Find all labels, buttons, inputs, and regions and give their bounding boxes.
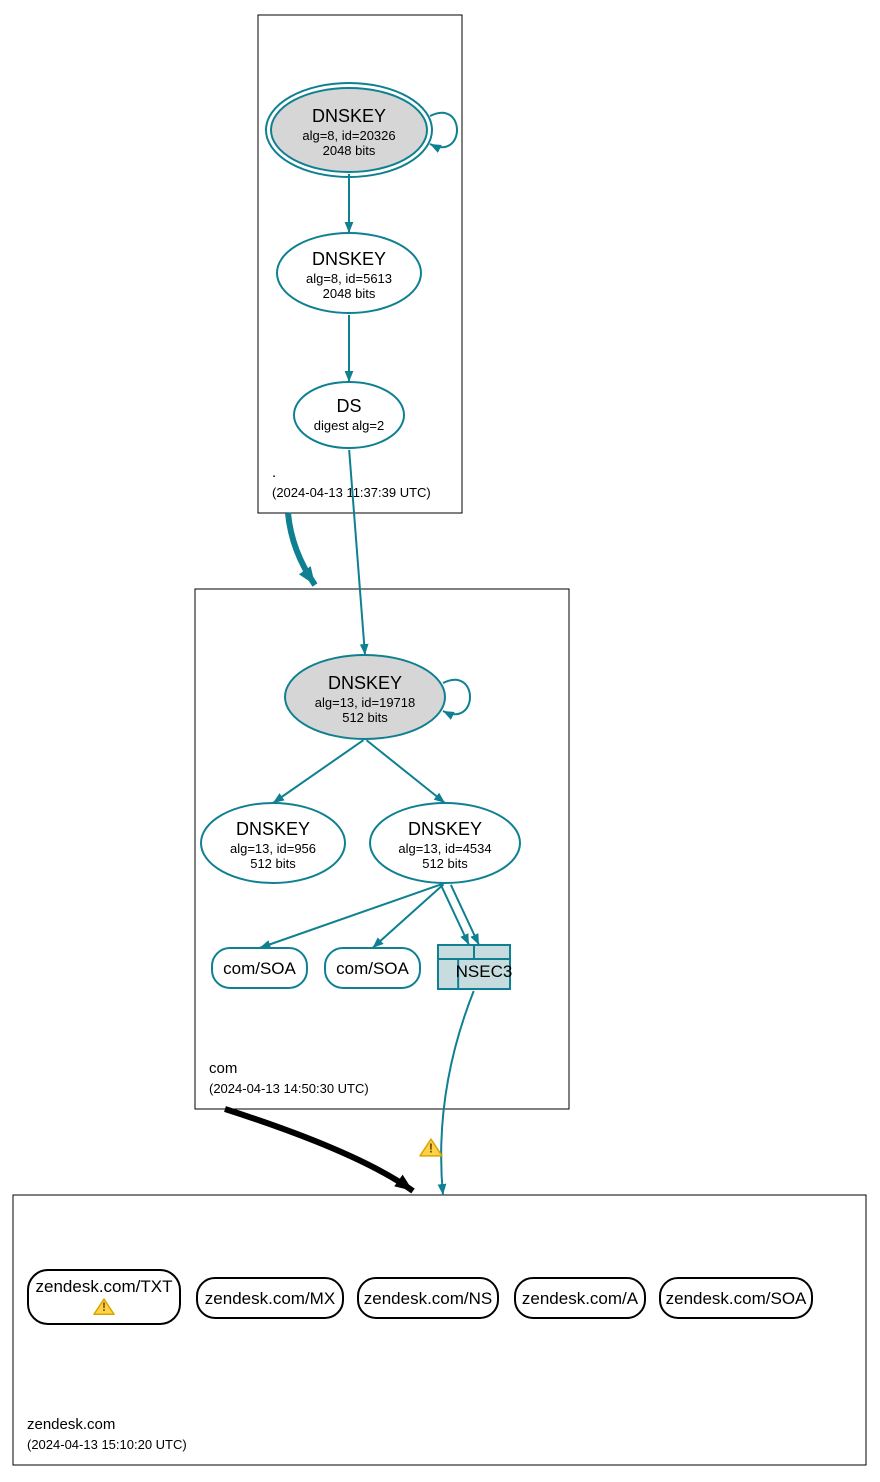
edge-nsec3-zendesk_box — [441, 991, 474, 1195]
svg-text:alg=13, id=19718: alg=13, id=19718 — [315, 695, 415, 710]
svg-text:512 bits: 512 bits — [250, 856, 296, 871]
svg-text:512 bits: 512 bits — [342, 710, 388, 725]
node-root_ds: DS digest alg=2 — [294, 382, 404, 448]
node-com_zsk1: DNSKEY alg=13, id=956512 bits — [201, 803, 345, 883]
svg-text:!: ! — [102, 1300, 106, 1314]
zone-zendesk: zendesk.com (2024-04-13 15:10:20 UTC) — [13, 1195, 866, 1465]
edge-root_ds-com_ksk — [349, 450, 365, 655]
edge-com_zsk2-com_soa2 — [373, 884, 444, 948]
node-root_zsk: DNSKEY alg=8, id=56132048 bits — [277, 233, 421, 313]
node-zd_txt: zendesk.com/TXT — [28, 1270, 180, 1324]
svg-text:com: com — [209, 1060, 237, 1077]
node-com_soa1: com/SOA — [212, 948, 307, 988]
node-com_soa2: com/SOA — [325, 948, 420, 988]
svg-text:NSEC3: NSEC3 — [456, 962, 513, 981]
svg-text:DNSKEY: DNSKEY — [312, 249, 386, 269]
warning-icon: ! — [420, 1139, 442, 1156]
svg-text:!: ! — [429, 1140, 433, 1155]
svg-text:2048 bits: 2048 bits — [323, 143, 376, 158]
svg-text:com/SOA: com/SOA — [223, 959, 296, 978]
node-zd_a: zendesk.com/A — [515, 1278, 645, 1318]
svg-text:zendesk.com/TXT: zendesk.com/TXT — [36, 1277, 173, 1296]
svg-text:DNSKEY: DNSKEY — [408, 819, 482, 839]
edge-com_zsk2-com_soa1 — [260, 884, 444, 948]
edge-com_ksk-com_zsk1 — [273, 740, 363, 803]
deleg-root-com — [288, 513, 315, 585]
deleg-com-zendesk — [225, 1109, 413, 1191]
svg-text:DNSKEY: DNSKEY — [236, 819, 310, 839]
svg-text:DNSKEY: DNSKEY — [312, 106, 386, 126]
svg-text:DNSKEY: DNSKEY — [328, 673, 402, 693]
node-root_ksk: DNSKEY alg=8, id=203262048 bits — [266, 83, 457, 177]
svg-text:digest alg=2: digest alg=2 — [314, 418, 384, 433]
node-com_zsk2: DNSKEY alg=13, id=4534512 bits — [370, 803, 520, 883]
svg-text:alg=13, id=4534: alg=13, id=4534 — [398, 841, 491, 856]
svg-text:512 bits: 512 bits — [422, 856, 468, 871]
svg-text:(2024-04-13 14:50:30 UTC): (2024-04-13 14:50:30 UTC) — [209, 1081, 369, 1096]
edge-com_zsk2-nsec3 — [441, 885, 479, 945]
svg-text:zendesk.com: zendesk.com — [27, 1416, 115, 1433]
node-nsec3: NSEC3 — [438, 945, 512, 989]
node-com_ksk: DNSKEY alg=13, id=19718512 bits — [285, 655, 470, 739]
svg-text:zendesk.com/A: zendesk.com/A — [522, 1289, 639, 1308]
node-zd_mx: zendesk.com/MX — [197, 1278, 343, 1318]
svg-text:(2024-04-13 15:10:20 UTC): (2024-04-13 15:10:20 UTC) — [27, 1437, 187, 1452]
svg-text:alg=8, id=20326: alg=8, id=20326 — [302, 128, 395, 143]
edge-com_ksk-com_zsk2 — [367, 740, 445, 803]
svg-text:alg=8, id=5613: alg=8, id=5613 — [306, 271, 392, 286]
svg-text:zendesk.com/SOA: zendesk.com/SOA — [666, 1289, 807, 1308]
svg-text:alg=13, id=956: alg=13, id=956 — [230, 841, 316, 856]
svg-text:DS: DS — [336, 396, 361, 416]
svg-text:zendesk.com/MX: zendesk.com/MX — [205, 1289, 335, 1308]
node-zd_ns: zendesk.com/NS — [358, 1278, 498, 1318]
svg-text:com/SOA: com/SOA — [336, 959, 409, 978]
svg-text:zendesk.com/NS: zendesk.com/NS — [364, 1289, 493, 1308]
node-zd_soa: zendesk.com/SOA — [660, 1278, 812, 1318]
svg-text:2048 bits: 2048 bits — [323, 286, 376, 301]
svg-text:.: . — [272, 464, 276, 481]
